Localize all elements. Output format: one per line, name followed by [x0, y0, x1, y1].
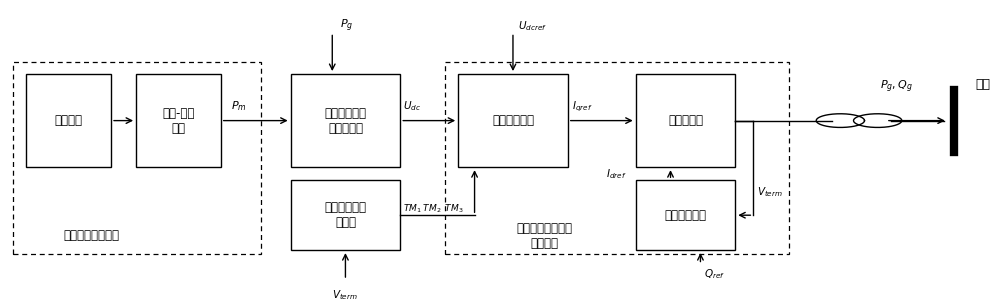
Text: 低电压穿越控
制模型: 低电压穿越控 制模型 — [324, 201, 366, 229]
Text: 风能-功率
模型: 风能-功率 模型 — [162, 106, 195, 135]
Text: $I_{qref}$: $I_{qref}$ — [572, 99, 592, 114]
Text: 电网: 电网 — [976, 78, 991, 91]
Text: 风力发电机侧模型: 风力发电机侧模型 — [63, 230, 119, 242]
Bar — [636, 74, 735, 167]
Text: $TM_1$ $TM_2$  $TM_3$: $TM_1$ $TM_2$ $TM_3$ — [403, 202, 464, 215]
Text: 无功控制模型: 无功控制模型 — [664, 209, 706, 222]
Text: 变流器模型: 变流器模型 — [668, 114, 703, 127]
Bar — [291, 180, 400, 250]
Bar — [636, 180, 735, 250]
Text: 直流电压及卸
荷电路模型: 直流电压及卸 荷电路模型 — [324, 106, 366, 135]
Text: $U_{dc}$: $U_{dc}$ — [403, 100, 421, 113]
Text: 网侧变流器及控制
系统模型: 网侧变流器及控制 系统模型 — [517, 222, 573, 250]
Text: $V_{term}$: $V_{term}$ — [332, 288, 358, 300]
Text: $U_{dcref}$: $U_{dcref}$ — [518, 19, 547, 33]
Text: $Q_{ref}$: $Q_{ref}$ — [704, 267, 726, 281]
Text: 风速模型: 风速模型 — [55, 114, 83, 127]
Bar — [26, 74, 111, 167]
Text: $I_{dref}$: $I_{dref}$ — [606, 167, 626, 181]
Text: $V_{term}$: $V_{term}$ — [757, 185, 783, 199]
Text: $P_g, Q_g$: $P_g, Q_g$ — [880, 79, 913, 95]
Bar — [136, 74, 221, 167]
Text: $P_g$: $P_g$ — [340, 18, 354, 34]
Bar — [291, 74, 400, 167]
Text: $P_m$: $P_m$ — [231, 100, 246, 113]
Bar — [445, 62, 789, 254]
Bar — [458, 74, 568, 167]
Bar — [13, 62, 261, 254]
Text: 有功控制模型: 有功控制模型 — [492, 114, 534, 127]
